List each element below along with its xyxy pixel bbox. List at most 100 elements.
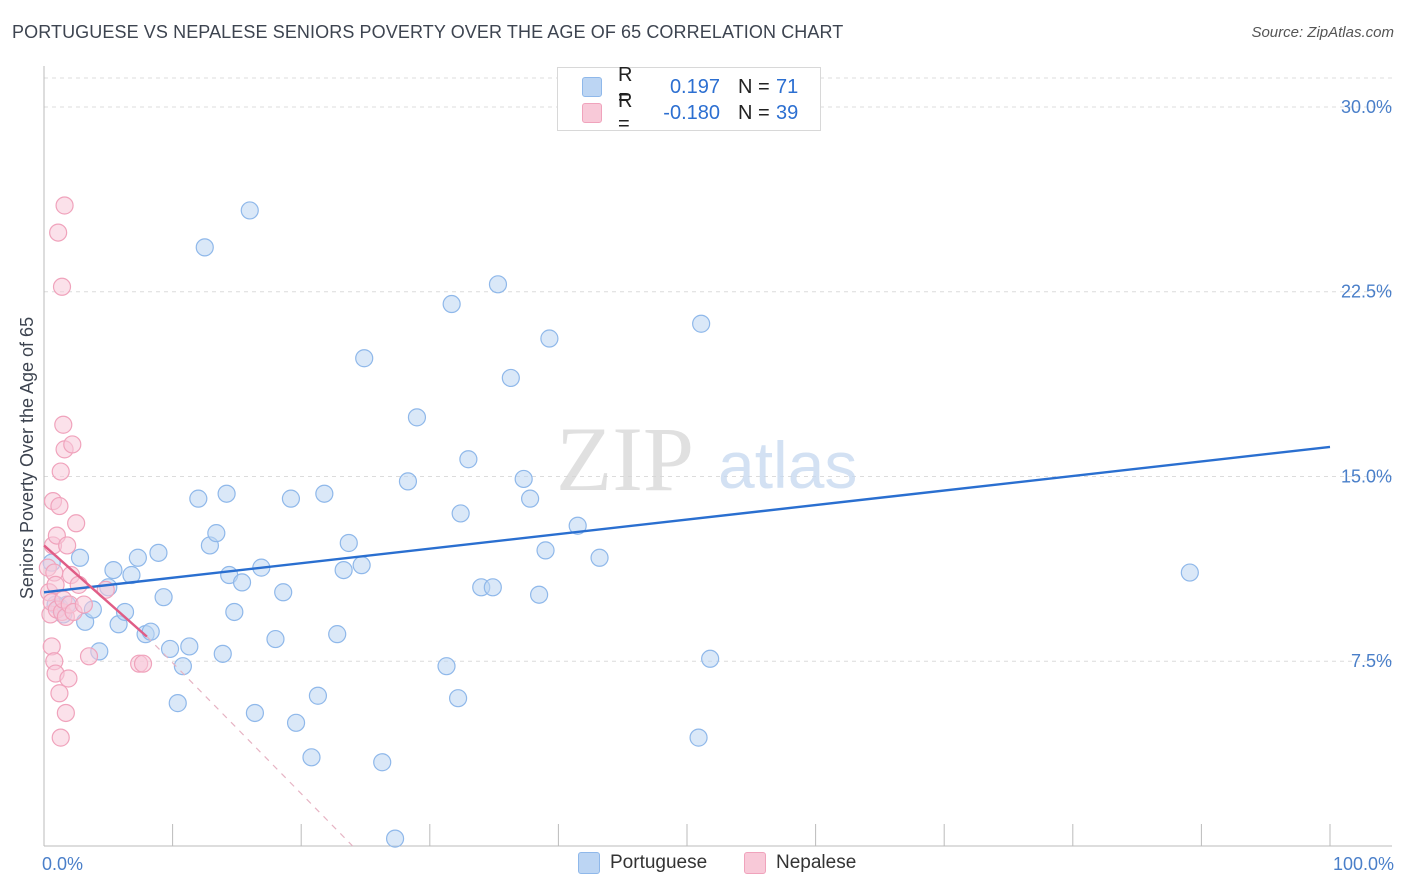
point-nepalese — [69, 575, 88, 594]
point-portuguese — [701, 649, 720, 668]
point-portuguese — [160, 639, 180, 659]
y-tick-label: 15.0% — [1341, 466, 1392, 486]
point-portuguese — [149, 543, 168, 562]
point-portuguese — [483, 578, 502, 597]
point-portuguese — [407, 408, 427, 427]
point-portuguese — [266, 629, 285, 649]
legend-r-label: R = — [618, 90, 633, 135]
legend-item-nepalese[interactable]: Nepalese — [744, 852, 856, 874]
point-nepalese — [46, 575, 65, 594]
point-nepalese — [133, 654, 153, 673]
point-portuguese — [141, 622, 160, 641]
point-nepalese — [50, 684, 69, 703]
point-portuguese — [302, 748, 321, 767]
point-nepalese — [55, 196, 74, 215]
point-portuguese — [590, 548, 609, 567]
series-legend: Portuguese Nepalese — [0, 852, 1406, 878]
legend-n-label: N = — [738, 75, 770, 98]
point-nepalese — [52, 277, 72, 296]
legend-n-value: 71 — [776, 75, 799, 98]
point-portuguese — [225, 602, 244, 622]
point-portuguese — [328, 625, 347, 644]
point-nepalese — [63, 435, 82, 454]
point-portuguese — [536, 541, 555, 560]
trend-lines — [43, 445, 1331, 847]
watermark-zip: ZIP — [556, 408, 694, 510]
legend-n-label: N = — [738, 101, 770, 124]
legend-row-portuguese: R = 0.197 N = 71 — [582, 64, 799, 109]
point-portuguese — [488, 275, 508, 294]
point-portuguese — [308, 686, 328, 705]
point-portuguese — [154, 588, 173, 607]
y-tick-label: 22.5% — [1341, 282, 1392, 302]
point-portuguese — [168, 694, 187, 713]
point-portuguese — [501, 368, 520, 388]
point-portuguese — [232, 573, 252, 592]
point-portuguese — [213, 644, 232, 663]
point-portuguese — [385, 829, 405, 848]
legend-r-label: R = — [618, 64, 633, 109]
point-portuguese — [334, 560, 353, 580]
point-portuguese — [173, 657, 192, 676]
trend-line-nepalese — [43, 544, 148, 638]
point-portuguese — [442, 294, 461, 314]
point-nepalese — [67, 514, 86, 533]
point-portuguese — [1180, 563, 1199, 582]
legend-row-nepalese: R = -0.180 N = 39 — [582, 90, 798, 135]
y-tick-label: 30.0% — [1341, 97, 1392, 117]
legend-r-value: -0.180 — [663, 101, 720, 124]
point-portuguese — [286, 713, 306, 732]
point-nepalese — [51, 728, 70, 747]
point-nepalese — [59, 669, 78, 688]
point-portuguese — [521, 489, 540, 508]
legend-label-nepalese: Nepalese — [776, 852, 857, 873]
point-nepalese — [49, 223, 68, 242]
point-nepalese — [50, 496, 69, 516]
point-portuguese — [104, 560, 123, 580]
point-portuguese — [245, 703, 265, 723]
data-points — [38, 196, 1199, 848]
legend-swatch-portuguese — [582, 77, 602, 97]
point-portuguese — [180, 637, 199, 656]
axes — [43, 66, 1392, 847]
point-portuguese — [398, 472, 418, 491]
legend-label-portuguese: Portuguese — [610, 852, 708, 873]
legend-swatch-portuguese — [578, 852, 600, 874]
point-portuguese — [207, 524, 226, 543]
trend-line-portuguese — [43, 445, 1331, 594]
legend-item-portuguese[interactable]: Portuguese — [578, 852, 707, 874]
point-portuguese — [437, 657, 456, 676]
point-portuguese — [514, 469, 533, 489]
point-portuguese — [530, 585, 549, 604]
point-portuguese — [281, 489, 301, 508]
point-portuguese — [195, 238, 214, 257]
y-axis-label: Seniors Poverty Over the Age of 65 — [17, 317, 37, 599]
point-portuguese — [352, 556, 371, 575]
point-portuguese — [240, 201, 259, 220]
point-nepalese — [58, 536, 77, 555]
point-portuguese — [448, 689, 468, 708]
trend-extension-nepalese — [146, 636, 354, 847]
point-portuguese — [355, 349, 374, 368]
point-portuguese — [568, 516, 587, 535]
x-tick-label: 0.0% — [42, 854, 83, 874]
point-nepalese — [74, 595, 93, 614]
chart-title: PORTUGUESE VS NEPALESE SENIORS POVERTY O… — [12, 22, 844, 42]
point-nepalese — [56, 703, 75, 723]
x-tick-label: 100.0% — [1333, 854, 1394, 874]
point-portuguese — [451, 504, 470, 523]
point-portuguese — [70, 548, 90, 567]
legend-r-value: 0.197 — [669, 75, 720, 98]
point-nepalese — [54, 415, 73, 434]
legend-swatch-nepalese — [744, 852, 766, 874]
watermark: ZIP atlas — [556, 408, 857, 510]
point-portuguese — [115, 602, 135, 622]
legend-swatch-nepalese — [582, 103, 602, 123]
source-label: Source: ZipAtlas.com — [1251, 24, 1394, 41]
point-nepalese — [42, 637, 61, 656]
point-portuguese — [540, 329, 559, 348]
y-tick-label: 7.5% — [1351, 651, 1392, 671]
watermark-atlas: atlas — [718, 428, 857, 502]
point-portuguese — [692, 314, 711, 333]
